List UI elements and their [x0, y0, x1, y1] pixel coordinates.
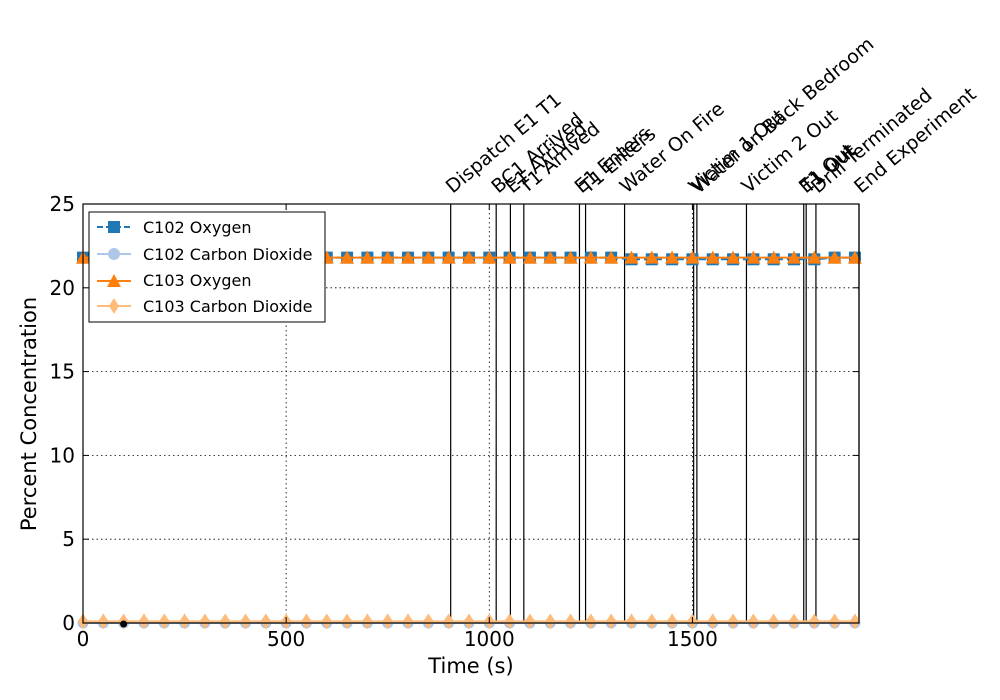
data-point-c103-oxygen — [726, 250, 741, 264]
data-point-c103-oxygen — [746, 250, 761, 264]
data-point-c103-carbon-dioxide — [626, 613, 637, 630]
data-point-c103-carbon-dioxide — [98, 613, 109, 630]
data-point-c103-carbon-dioxide — [342, 613, 353, 630]
data-point-c103-oxygen — [827, 250, 842, 264]
legend-box — [88, 211, 326, 323]
legend-square-marker — [108, 221, 120, 233]
data-point-c103-carbon-dioxide — [606, 613, 617, 630]
data-point-c103-oxygen — [766, 250, 781, 264]
x-tick-label: 500 — [267, 627, 305, 651]
data-point-c103-carbon-dioxide — [646, 613, 657, 630]
data-point-c103-oxygen — [522, 250, 537, 264]
data-point-c103-oxygen — [563, 250, 578, 264]
data-point-c103-oxygen — [360, 250, 375, 264]
legend: C102 Oxygen C102 Carbon Dioxide C103 Oxy… — [88, 211, 326, 323]
y-tick-label: 20 — [50, 276, 75, 300]
data-point-c103-oxygen — [543, 250, 558, 264]
data-point-c103-carbon-dioxide — [179, 613, 190, 630]
data-point-c103-carbon-dioxide — [768, 613, 779, 630]
data-point-c103-carbon-dioxide — [220, 613, 231, 630]
tick-layer: 0 500 1000 1500 0 5 10 15 20 25 — [50, 192, 859, 651]
legend-label: C102 Carbon Dioxide — [143, 245, 313, 264]
data-point-c103-oxygen — [705, 250, 720, 264]
legend-entry-c102-oxygen: C102 Oxygen — [97, 218, 251, 237]
legend-label: C102 Oxygen — [143, 218, 251, 237]
data-point-c103-oxygen — [807, 250, 822, 264]
data-point-c103-carbon-dioxide — [403, 613, 414, 630]
data-point-c103-carbon-dioxide — [809, 613, 820, 630]
data-point-c103-oxygen — [441, 250, 456, 264]
data-point-c103-oxygen — [461, 250, 476, 264]
y-tick-label: 25 — [50, 192, 75, 216]
data-point-c103-oxygen — [340, 250, 355, 264]
legend-diamond-marker — [109, 298, 119, 314]
data-point-c103-carbon-dioxide — [301, 613, 312, 630]
x-tick-label: 0 — [77, 627, 90, 651]
y-tick-label: 0 — [62, 611, 75, 635]
data-point-c103-oxygen — [685, 250, 700, 264]
data-point-c103-carbon-dioxide — [829, 613, 840, 630]
data-point-c103-carbon-dioxide — [159, 613, 170, 630]
legend-entry-c103-carbon-dioxide: C103 Carbon Dioxide — [97, 297, 313, 316]
data-point-c103-oxygen — [502, 250, 517, 264]
data-point-c103-carbon-dioxide — [199, 613, 210, 630]
data-point-c103-carbon-dioxide — [362, 613, 373, 630]
x-tick-label: 1500 — [667, 627, 718, 651]
data-point-c103-carbon-dioxide — [240, 613, 251, 630]
data-point-c103-carbon-dioxide — [849, 613, 860, 630]
legend-entry-c103-oxygen: C103 Oxygen — [97, 271, 251, 290]
data-point-c103-carbon-dioxide — [260, 613, 271, 630]
data-point-c103-carbon-dioxide — [707, 613, 718, 630]
legend-entry-c102-carbon-dioxide: C102 Carbon Dioxide — [97, 245, 313, 264]
x-axis-label: Time (s) — [427, 654, 513, 678]
data-point-c103-carbon-dioxide — [321, 613, 332, 630]
data-point-dot — [120, 620, 128, 628]
legend-circle-marker — [108, 248, 120, 260]
data-point-c103-carbon-dioxide — [788, 613, 799, 630]
y-axis-label: Percent Concentration — [17, 297, 41, 531]
data-point-c103-carbon-dioxide — [443, 613, 454, 630]
data-point-c103-carbon-dioxide — [382, 613, 393, 630]
series-c103-carbon-dioxide — [78, 613, 860, 630]
data-point-c103-carbon-dioxide — [423, 613, 434, 630]
data-point-c103-oxygen — [786, 250, 801, 264]
data-point-c103-carbon-dioxide — [463, 613, 474, 630]
legend-triangle-marker — [107, 274, 121, 287]
legend-label: C103 Carbon Dioxide — [143, 297, 313, 316]
data-point-c103-carbon-dioxide — [565, 613, 576, 630]
data-point-c103-carbon-dioxide — [138, 613, 149, 630]
data-point-c103-oxygen — [421, 250, 436, 264]
data-point-c103-carbon-dioxide — [545, 613, 556, 630]
data-point-c103-oxygen — [401, 250, 416, 264]
data-point-c103-carbon-dioxide — [667, 613, 678, 630]
data-point-c103-carbon-dioxide — [748, 613, 759, 630]
data-point-c103-oxygen — [624, 250, 639, 264]
y-tick-label: 10 — [50, 443, 75, 467]
y-tick-label: 15 — [50, 360, 75, 384]
data-point-c103-carbon-dioxide — [524, 613, 535, 630]
data-point-c103-carbon-dioxide — [504, 613, 515, 630]
data-point-c103-oxygen — [644, 250, 659, 264]
data-point-c103-oxygen — [583, 250, 598, 264]
data-point-c103-carbon-dioxide — [585, 613, 596, 630]
data-point-c103-oxygen — [604, 250, 619, 264]
data-point-c103-carbon-dioxide — [728, 613, 739, 630]
grid-layer — [83, 204, 859, 623]
y-tick-label: 5 — [62, 527, 75, 551]
legend-label: C103 Oxygen — [143, 271, 251, 290]
plot-frame — [82, 203, 860, 624]
data-point-c103-oxygen — [482, 250, 497, 264]
x-tick-label: 1000 — [464, 627, 515, 651]
data-point-c103-oxygen — [380, 250, 395, 264]
data-point-c103-oxygen — [665, 250, 680, 264]
